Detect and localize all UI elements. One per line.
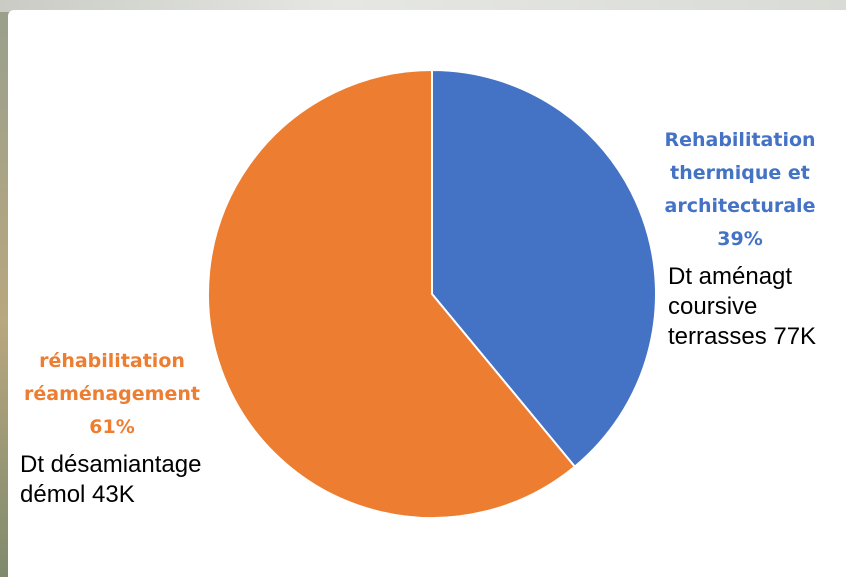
- pie-slice-rehabilitation-reamenagement: [207, 68, 577, 519]
- annotation-line: coursive: [668, 293, 758, 320]
- slice-label-line: réhabilitation: [39, 350, 185, 372]
- annotation-line: démol 43K: [20, 481, 135, 508]
- annotation-line: Dt désamiantage: [20, 451, 202, 478]
- annotation-line: Dt aménagt: [668, 263, 793, 290]
- slice-label-line: architecturale: [664, 195, 816, 217]
- slice-label-rehabilitation-reamenagement: réhabilitation réaménagement 61%: [20, 345, 204, 444]
- pie-slice-rehabilitation-thermique: [431, 68, 657, 468]
- slice-label-percent: 39%: [717, 228, 763, 250]
- annotation-desamiantage: Dt désamiantage démol 43K: [20, 450, 201, 510]
- backdrop-top: [0, 0, 846, 12]
- slice-label-line: thermique et: [670, 162, 810, 184]
- slice-label-rehabilitation-thermique: Rehabilitation thermique et architectura…: [655, 124, 825, 256]
- annotation-line: terrasses 77K: [668, 323, 817, 350]
- annotation-amenagement: Dt aménagt coursive terrasses 77K: [668, 262, 816, 352]
- slice-label-line: Rehabilitation: [664, 129, 816, 151]
- slice-label-line: réaménagement: [24, 383, 200, 405]
- slice-label-percent: 61%: [89, 416, 135, 438]
